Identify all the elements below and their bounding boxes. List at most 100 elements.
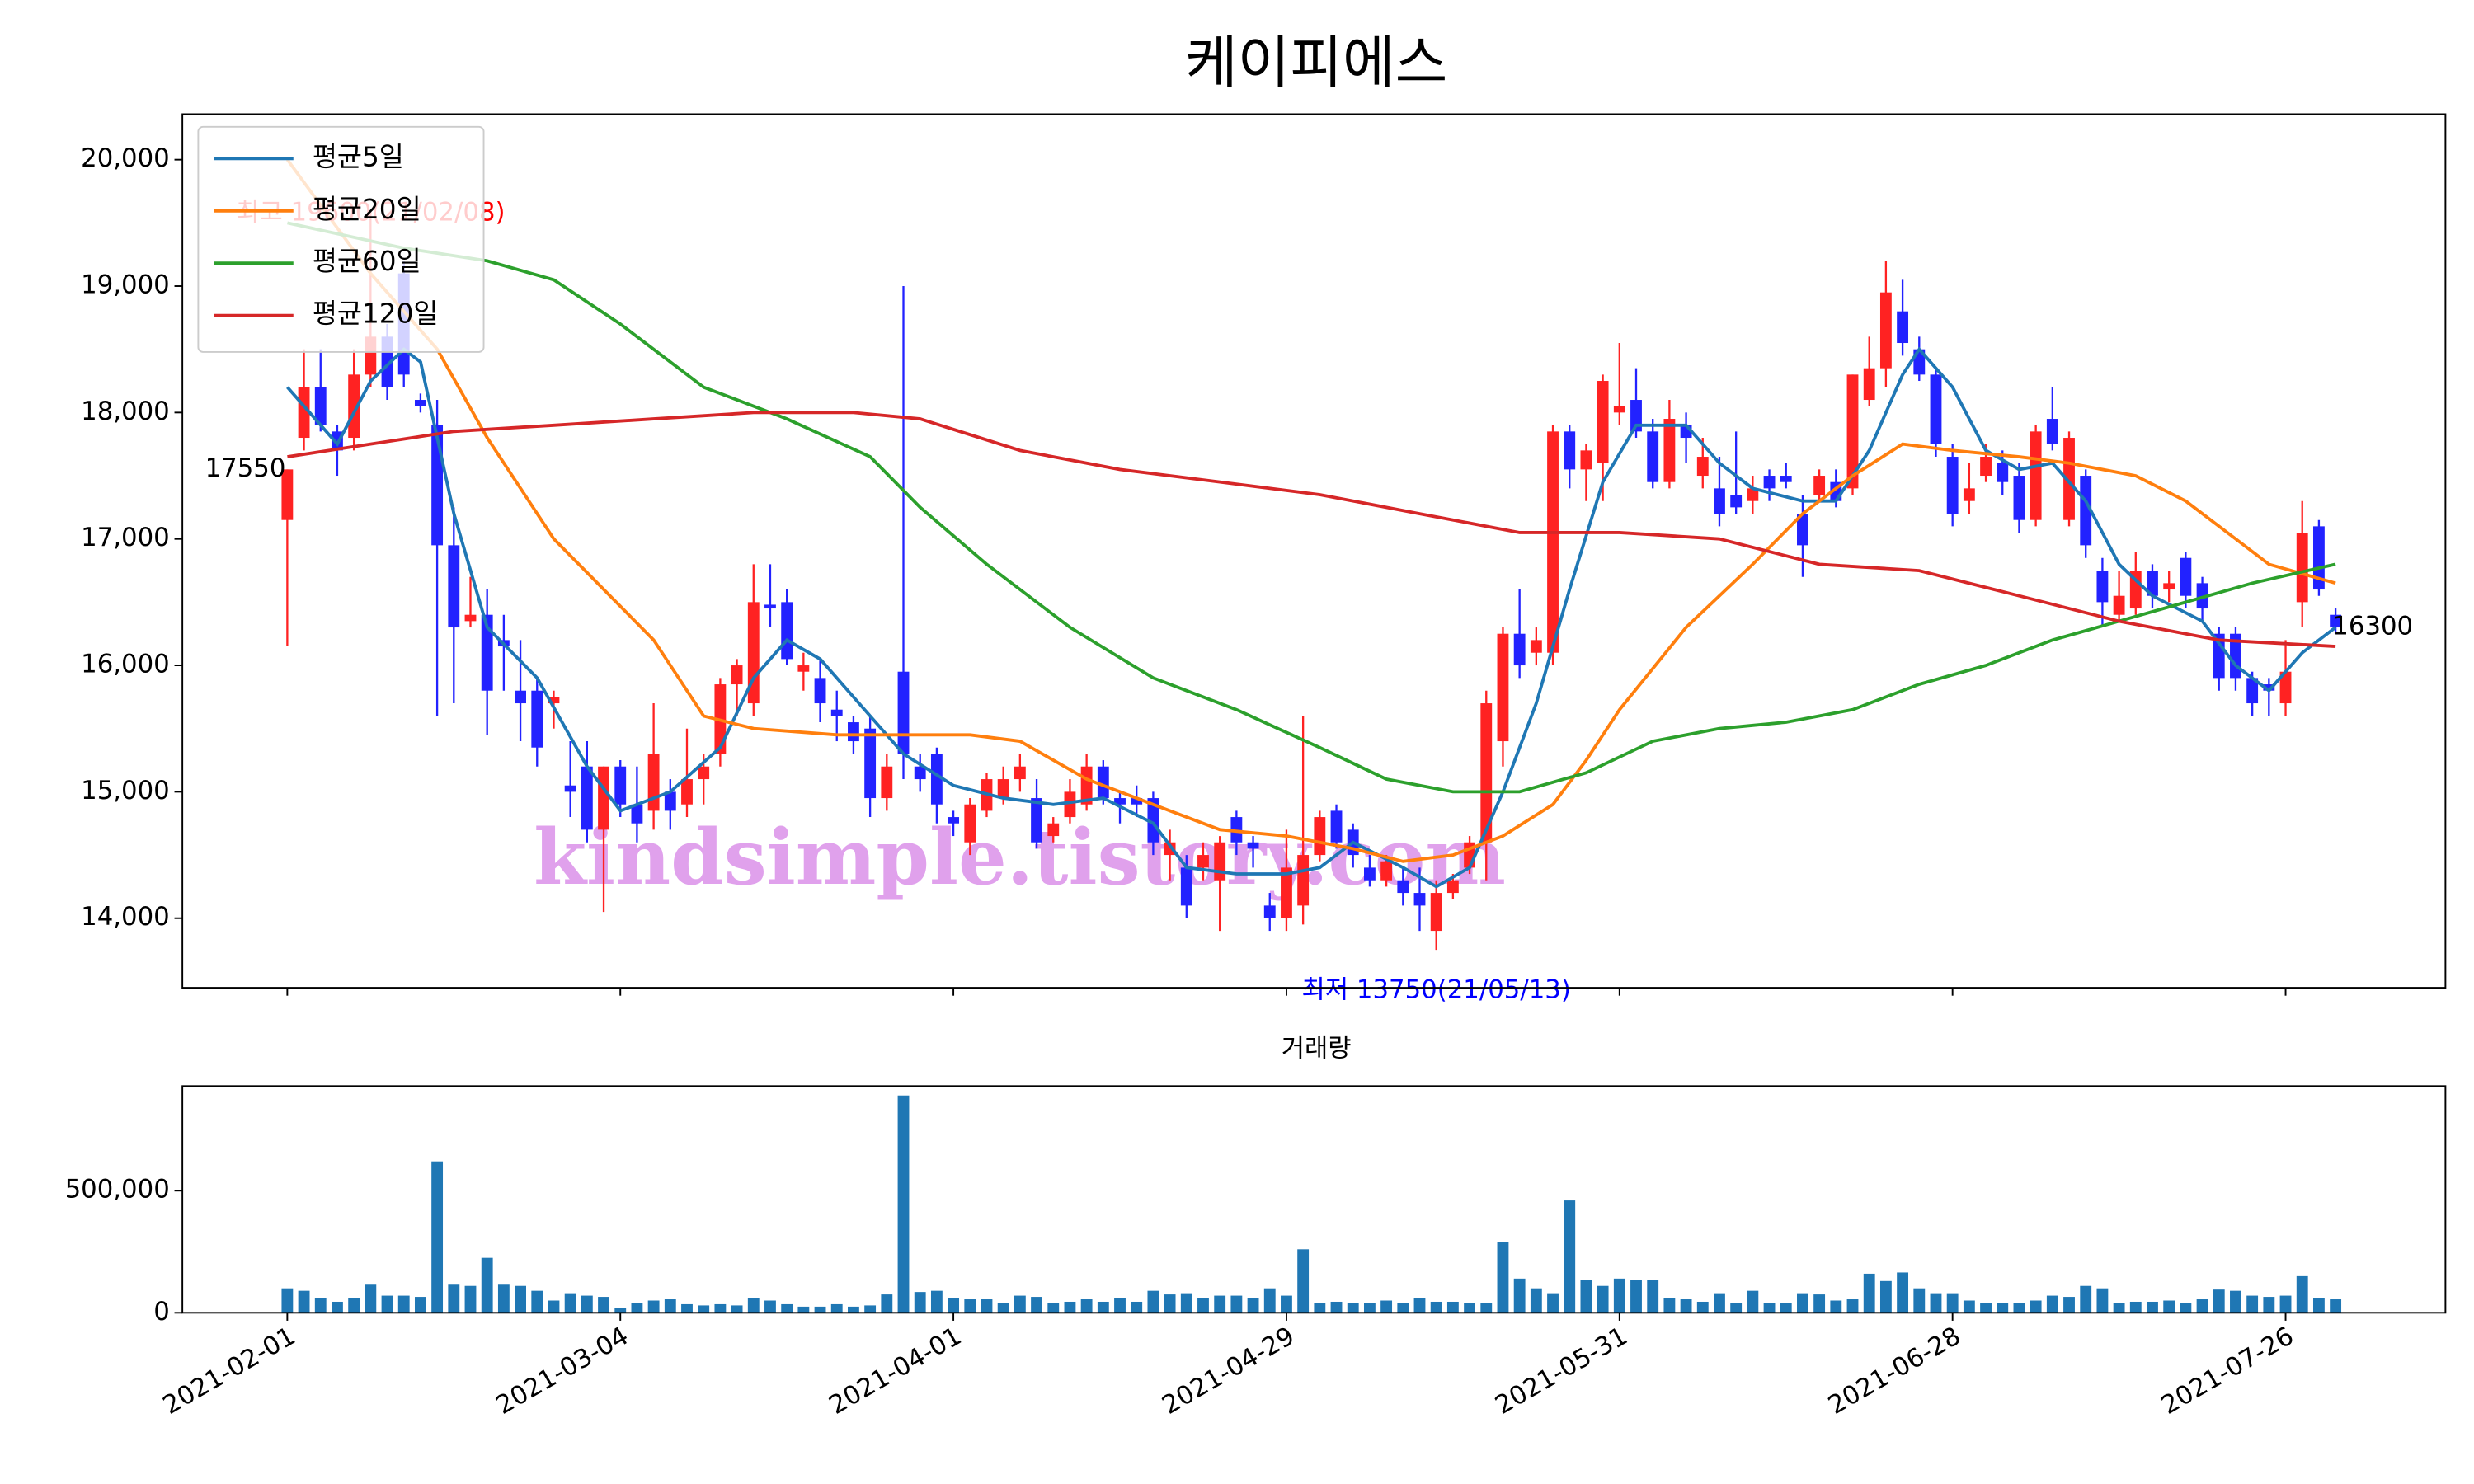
volume-bar (2030, 1300, 2042, 1313)
volume-bar (1413, 1298, 1426, 1313)
candle-body (598, 766, 609, 830)
volume-bar (2196, 1299, 2208, 1313)
volume-bar (2046, 1295, 2058, 1313)
volume-bar (1014, 1295, 1026, 1313)
volume-bar (814, 1306, 826, 1313)
plot-frame (181, 1085, 2447, 1314)
legend-label: 평균60일 (313, 246, 421, 277)
candle-body (298, 387, 310, 439)
volume-bar (964, 1299, 976, 1313)
volume-bar (414, 1297, 426, 1313)
volume-bar (365, 1284, 377, 1313)
candle-body (848, 722, 859, 742)
volume-bar (1530, 1288, 1542, 1313)
volume-bar (848, 1306, 859, 1313)
candle-body (1047, 823, 1060, 837)
candle-body (747, 602, 760, 704)
candle-body (1014, 766, 1026, 780)
volume-bar (2080, 1285, 2092, 1313)
volume-bar (381, 1295, 393, 1313)
volume-bar (1263, 1288, 1276, 1313)
candle-body (2147, 571, 2158, 596)
volume-bar (1380, 1300, 1393, 1313)
volume-bar (1747, 1290, 1759, 1313)
candle-body (647, 754, 660, 811)
volume-bar (1813, 1294, 1826, 1313)
candle-body (1597, 381, 1609, 463)
volume-bar (281, 1288, 294, 1313)
volume-bar (830, 1303, 843, 1313)
candle-body (731, 665, 743, 685)
volume-bar (1963, 1300, 1975, 1313)
candle-body (1497, 633, 1509, 742)
candle-body (2080, 476, 2092, 546)
volume-bar (448, 1284, 460, 1313)
candle-body (1131, 798, 1143, 805)
candle-body (1064, 791, 1076, 818)
volume-bar (1131, 1301, 1143, 1313)
candle-body (1663, 419, 1676, 482)
candle-body (2063, 438, 2075, 520)
candle-body (631, 804, 643, 824)
candle-body (348, 374, 360, 439)
candle-body (2296, 533, 2308, 603)
volume-bar (1397, 1303, 1409, 1313)
volume-bar (1064, 1301, 1076, 1313)
candle-body (1547, 431, 1559, 653)
volume-bar (1913, 1288, 1926, 1313)
candle-body (1846, 374, 1859, 489)
legend-label: 평균5일 (313, 141, 404, 172)
volume-bar (531, 1290, 543, 1313)
candle-body (2046, 419, 2058, 444)
candle-body (2096, 571, 2109, 603)
candle-body (481, 614, 493, 691)
candle-body (864, 728, 877, 799)
candle-body (1564, 431, 1576, 470)
candle-body (564, 785, 576, 792)
volume-bar (747, 1298, 760, 1313)
candle-body (1363, 867, 1376, 881)
y-tick-label: 19,000 (81, 270, 170, 300)
candle-body (1330, 810, 1343, 843)
volume-bar (1464, 1303, 1475, 1313)
candle-body (1214, 842, 1226, 881)
candle-body (1763, 476, 1776, 489)
candle-body (1780, 476, 1792, 482)
candle-body (1180, 867, 1192, 906)
candle-body (764, 604, 776, 609)
y-tick-label: 0 (153, 1297, 170, 1327)
candle-body (614, 766, 627, 805)
y-tick-label: 16,000 (81, 650, 170, 679)
volume-bar (1097, 1301, 1109, 1313)
candle-body (1114, 798, 1126, 805)
volume-bar (564, 1293, 576, 1313)
candle-body (1963, 488, 1975, 501)
volume-bar (1863, 1273, 1875, 1313)
volume-bar (731, 1305, 743, 1313)
candle-body (1147, 798, 1159, 843)
candle-body (814, 678, 826, 704)
legend-box (197, 125, 485, 353)
volume-bar (2096, 1288, 2109, 1313)
volume-bar (1147, 1290, 1159, 1313)
candle-body (1930, 374, 1942, 444)
volume-bar (698, 1305, 710, 1313)
volume-bar (548, 1300, 560, 1313)
volume-bar (1997, 1303, 2009, 1313)
plot-frame (181, 113, 2447, 989)
y-tick-label: 14,000 (81, 902, 170, 932)
volume-bar (881, 1294, 893, 1313)
candle-body (781, 602, 793, 660)
volume-bar (2129, 1301, 2142, 1313)
volume-bar (431, 1161, 444, 1313)
volume-bar (2330, 1299, 2342, 1313)
candle-body (2246, 678, 2259, 704)
candle-body (1314, 817, 1326, 856)
candle-body (515, 690, 526, 704)
candle-body (414, 400, 426, 406)
candle-body (1197, 855, 1209, 868)
volume-bar (897, 1095, 910, 1313)
volume-bar (481, 1257, 493, 1313)
